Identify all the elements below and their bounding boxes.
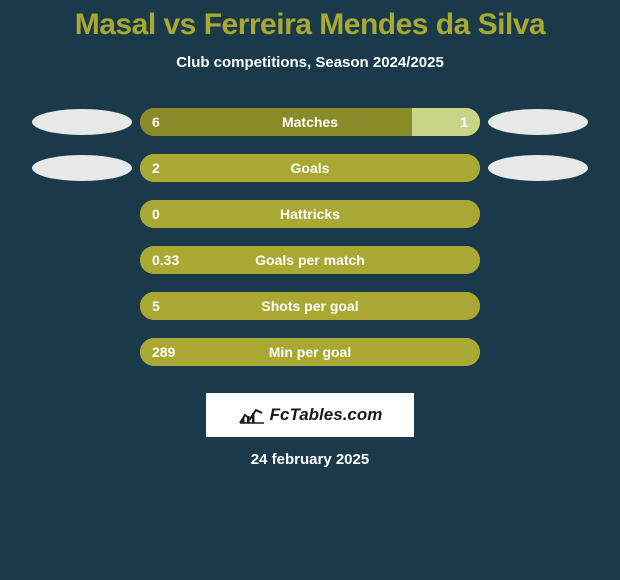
stat-right-value: 1 bbox=[460, 114, 468, 130]
stat-bar: 0 Hattricks bbox=[140, 200, 480, 228]
stat-row: 6 Matches 1 bbox=[0, 99, 620, 145]
stat-bar: 2 Goals bbox=[140, 154, 480, 182]
stat-left-value: 289 bbox=[152, 344, 175, 360]
stat-bar: 289 Min per goal bbox=[140, 338, 480, 366]
stat-bar: 0.33 Goals per match bbox=[140, 246, 480, 274]
bar-right-fill bbox=[412, 108, 480, 136]
logo-box: FcTables.com bbox=[206, 393, 414, 437]
stat-label: Goals bbox=[291, 160, 330, 176]
stat-row: 289 Min per goal bbox=[0, 329, 620, 375]
player-left-marker bbox=[32, 155, 132, 181]
stat-row: 5 Shots per goal bbox=[0, 283, 620, 329]
stat-left-value: 2 bbox=[152, 160, 160, 176]
stat-row: 0 Hattricks bbox=[0, 191, 620, 237]
stat-row: 0.33 Goals per match bbox=[0, 237, 620, 283]
stat-left-value: 0.33 bbox=[152, 252, 179, 268]
player-right-marker bbox=[488, 109, 588, 135]
bar-left-fill bbox=[140, 108, 412, 136]
stat-row: 2 Goals bbox=[0, 145, 620, 191]
subtitle: Club competitions, Season 2024/2025 bbox=[0, 54, 620, 71]
page-title: Masal vs Ferreira Mendes da Silva bbox=[0, 0, 620, 42]
stat-label: Shots per goal bbox=[261, 298, 358, 314]
stat-left-value: 6 bbox=[152, 114, 160, 130]
stat-left-value: 5 bbox=[152, 298, 160, 314]
player-right-marker bbox=[488, 155, 588, 181]
stat-bar: 5 Shots per goal bbox=[140, 292, 480, 320]
stat-label: Min per goal bbox=[269, 344, 351, 360]
player-left-marker bbox=[32, 109, 132, 135]
comparison-chart: 6 Matches 1 2 Goals 0 Hattricks 0.33 Goals per m… bbox=[0, 99, 620, 375]
stat-bar: 6 Matches 1 bbox=[140, 108, 480, 136]
logo-icon bbox=[238, 405, 266, 425]
stat-left-value: 0 bbox=[152, 206, 160, 222]
stat-label: Hattricks bbox=[280, 206, 340, 222]
stat-label: Matches bbox=[282, 114, 338, 130]
stat-label: Goals per match bbox=[255, 252, 365, 268]
date-label: 24 february 2025 bbox=[0, 451, 620, 468]
logo-text: FcTables.com bbox=[270, 405, 383, 425]
